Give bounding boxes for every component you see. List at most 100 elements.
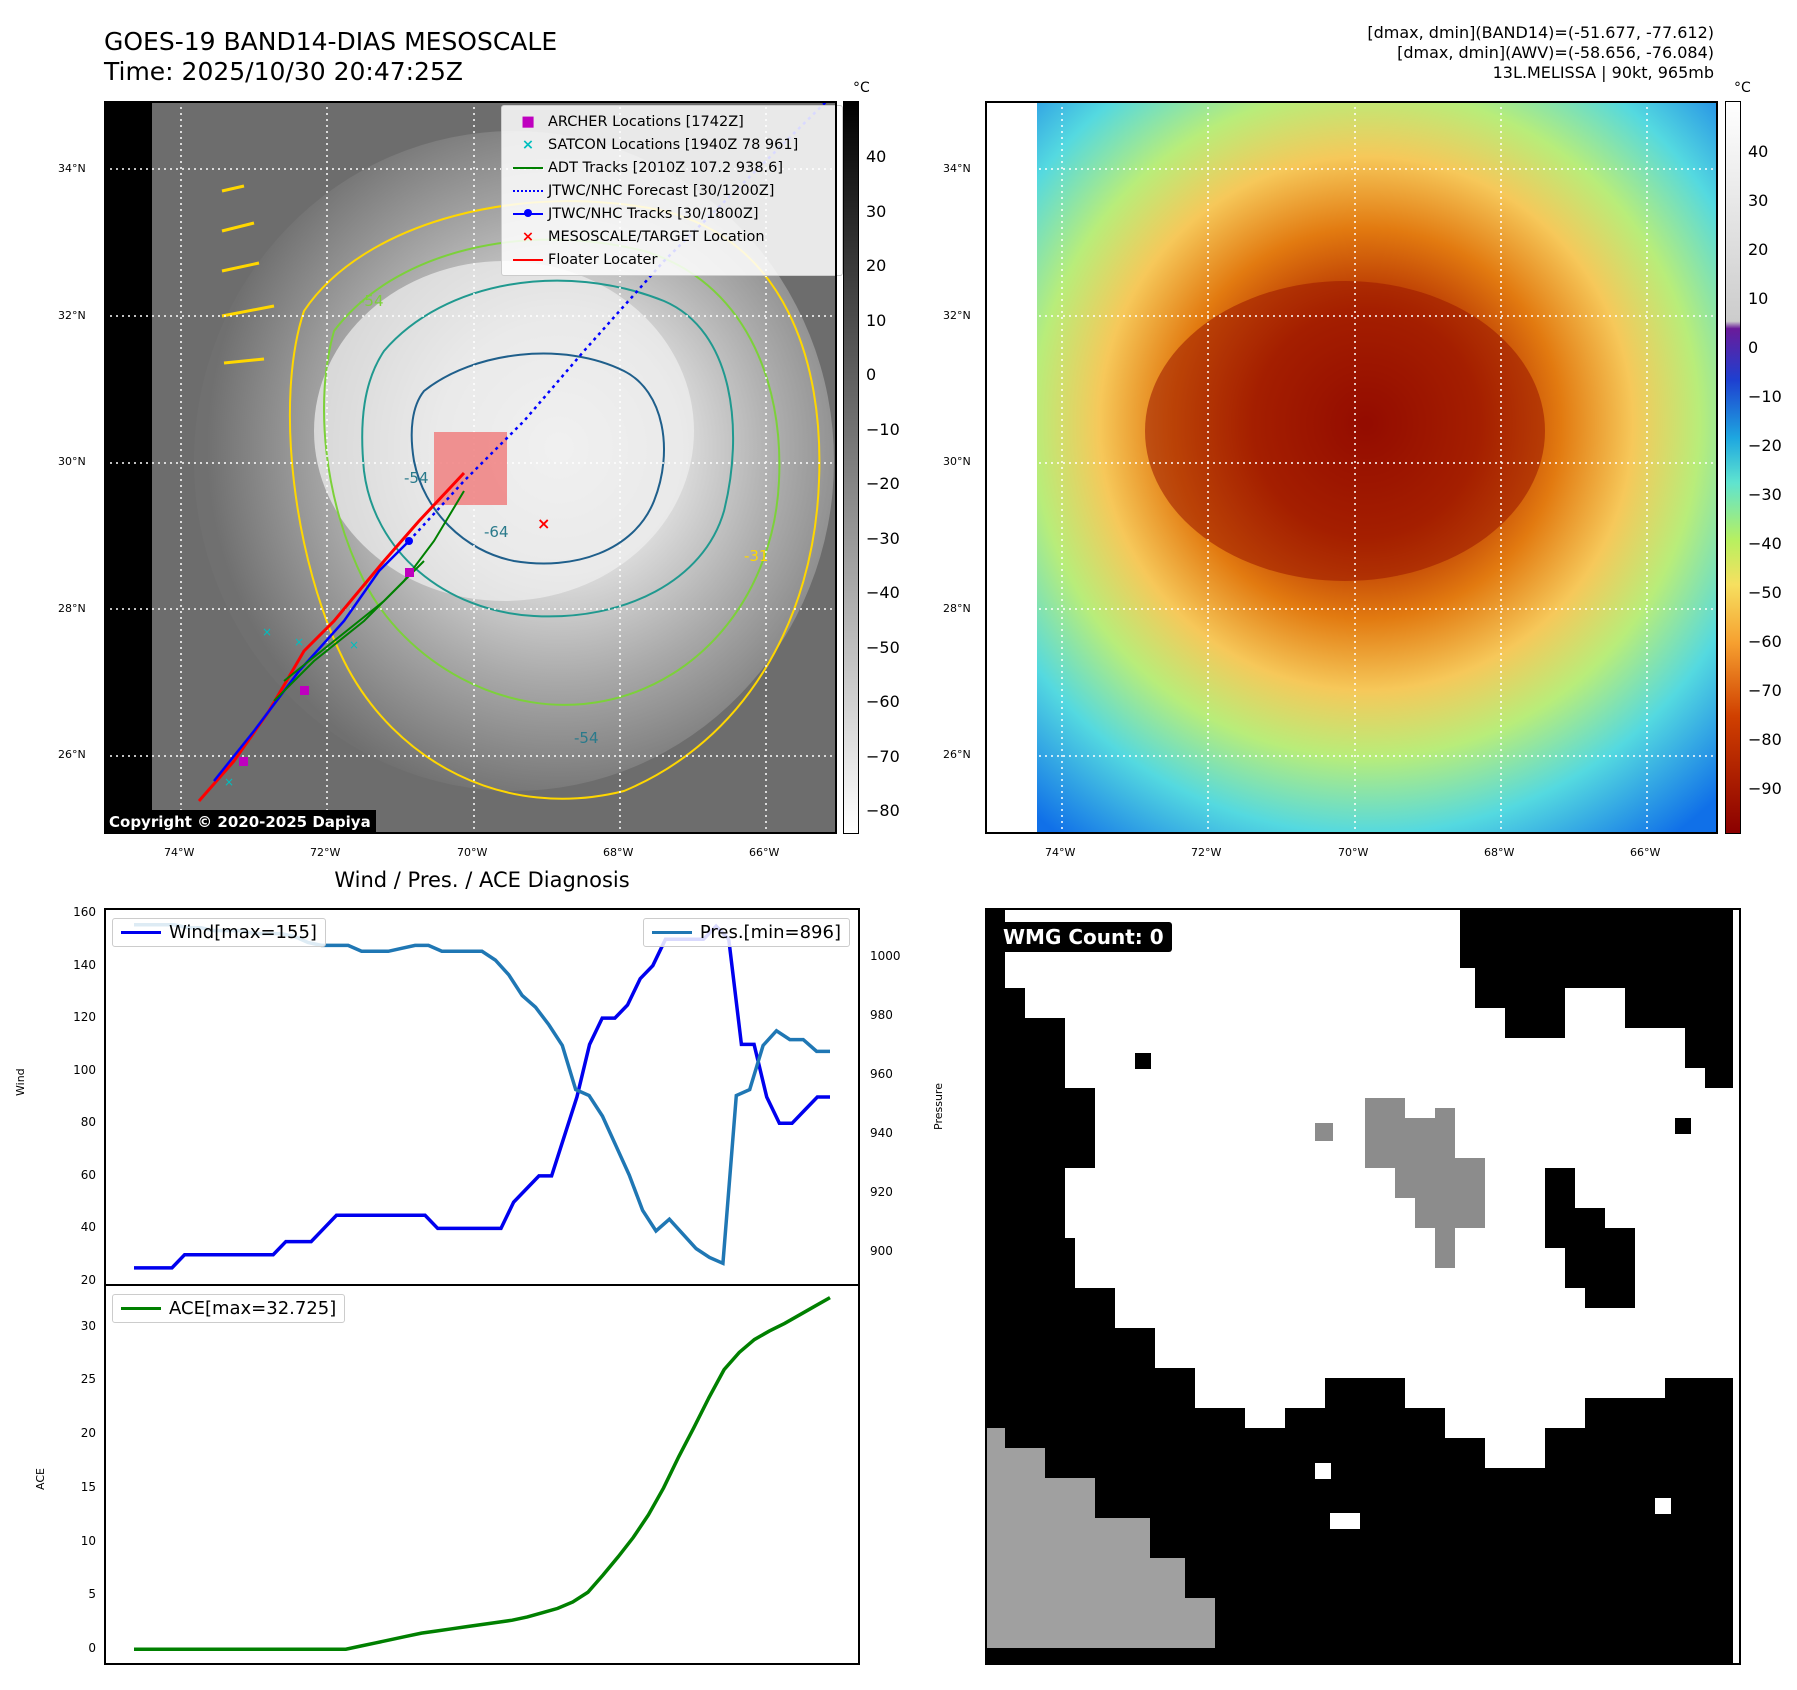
line-icon [121,1307,161,1310]
legend-label: ADT Tracks [2010Z 107.2 938.6] [548,159,784,176]
pressure-ytick-label: 960 [870,1066,893,1081]
wmg-gray-patch [1315,1123,1333,1141]
lon-label: 66°W [749,846,780,859]
contour-label-4: -54 [574,729,599,747]
line-icon [121,931,161,934]
colorbar-tick: 0 [1748,338,1759,357]
target-marker: × [537,514,550,533]
satcon-marker: × [262,625,272,639]
lon-label: 70°W [1338,846,1369,859]
wind-ytick-label: 120 [73,1010,96,1025]
line-dot-icon [508,208,548,217]
ace-ytick-label: 30 [80,1318,96,1333]
color-nodata-strip [985,101,1037,834]
stats-line3: 13L.MELISSA | 90kt, 965mb [1492,63,1714,82]
jtwc-track [213,540,410,782]
legend-item: Floater Locater [508,248,836,271]
wind-ytick-label: 20 [80,1273,96,1287]
colorbar-tick: 40 [1748,142,1769,161]
colorbar-tick: 10 [1748,289,1769,308]
legend-item: JTWC/NHC Tracks [30/1800Z] [508,202,836,225]
lat-label: 28°N [943,602,971,615]
lon-label: 68°W [1484,846,1515,859]
legend-item: × SATCON Locations [1940Z 78 961] [508,133,836,156]
archer-marker [300,686,309,695]
wind-ytick-label: 80 [80,1115,96,1130]
colorbar-gray-unit: °C [853,80,870,96]
colorbar-tick: 40 [866,147,887,166]
square-icon: ■ [521,113,535,130]
colorbar-tick: −60 [1748,632,1782,651]
map-legend: ■ ARCHER Locations [1742Z] × SATCON Loca… [501,105,843,276]
colorbar-tick: 30 [866,201,887,221]
contour-label-3: -54 [359,292,384,310]
contour-label-2: -64 [484,523,509,541]
color-map-panel [985,101,1718,834]
contour-blue [410,352,665,565]
lon-label: 72°W [1191,846,1222,859]
satcon-marker: × [224,775,234,789]
legend-item: × MESOSCALE/TARGET Location [508,225,836,248]
colorbar-tick: −70 [866,746,900,766]
colorbar-color-ticks: 40 30 20 10 0 −10 −20 −30 −40 −50 −60 −70 −80 −90 [1748,101,1788,834]
ir-cold-core [314,261,694,601]
colorbar-tick: 10 [866,310,887,330]
legend-label: JTWC/NHC Tracks [30/1800Z] [548,205,759,222]
line-icon [508,166,548,169]
lat-label: 32°N [58,309,86,322]
colorbar-tick: 30 [1748,191,1769,210]
ace-ytick-label: 25 [80,1372,96,1387]
wmg-gray-region [1365,1098,1485,1268]
line-icon [508,258,548,261]
ace-ytick-label: 10 [80,1533,96,1548]
wmg-frame [985,908,1741,1665]
colorbar-gray-ticks: 40 30 20 10 0 −10 −20 −30 −40 −50 −60 −70 −80 [866,101,906,834]
wmg-pixel [1675,1118,1691,1134]
lat-label: 28°N [58,602,86,615]
archer-marker [405,568,414,577]
ace-ytick-label: 20 [80,1426,96,1441]
ir-map-panel: -54 -64 -54 -54 -31 × × × × × ■ ARCHER L… [104,90,843,834]
pressure-ytick-label: 980 [870,1008,893,1023]
ir-map-frame [104,101,837,834]
lat-label: 34°N [943,162,971,175]
color-cold-core [1145,281,1545,581]
pressure-ytick-label: 900 [870,1243,893,1258]
lon-label: 66°W [1630,846,1661,859]
legend-label: SATCON Locations [1940Z 78 961] [548,136,799,153]
wmg-pixel [1135,1053,1151,1069]
pres-legend-label: Pres.[min=896] [699,922,841,943]
wmg-black-region-south [985,908,1733,1665]
ace-frame [104,1284,860,1665]
wmg-mask [985,908,1741,1665]
legend-label: Floater Locater [548,251,658,268]
colorbar-tick: −20 [1748,436,1782,455]
lon-label: 70°W [457,846,488,859]
colorbar-tick: −80 [866,801,900,820]
colorbar-tick: −90 [1748,779,1782,798]
colorbar-tick: −40 [1748,534,1782,553]
colorbar-tick: −30 [866,528,900,548]
ace-ytick-label: 5 [88,1587,96,1602]
pressure-ytick-label: 940 [870,1125,893,1140]
colorbar-tick: 0 [866,365,877,384]
colorbar-tick: −70 [1748,681,1782,700]
lon-label: 68°W [603,846,634,859]
colorbar-tick: −40 [866,583,900,602]
colorbar-tick: −50 [1748,583,1782,602]
legend-label: ARCHER Locations [1742Z] [548,113,744,130]
legend-label: JTWC/NHC Forecast [30/1200Z] [548,182,775,199]
ace-ytick-label: 0 [88,1641,96,1656]
wmg-pixel [1315,1463,1331,1479]
satcon-marker: × [294,635,304,649]
colorbar-tick: −60 [866,692,900,711]
pres-legend: Pres.[min=896] [642,918,850,947]
contour-bands [221,184,275,365]
colorbar-tick: −30 [1748,485,1782,504]
colorbar-tick: −10 [1748,387,1782,406]
wind-legend-label: Wind[max=155] [169,922,317,943]
colorbar-color-unit: °C [1734,80,1751,96]
color-map-frame [985,101,1718,834]
diagnosis-title: Wind / Pres. / ACE Diagnosis [334,868,630,892]
stats-line2: [dmax, dmin](AWV)=(-58.656, -76.084) [1397,43,1714,62]
